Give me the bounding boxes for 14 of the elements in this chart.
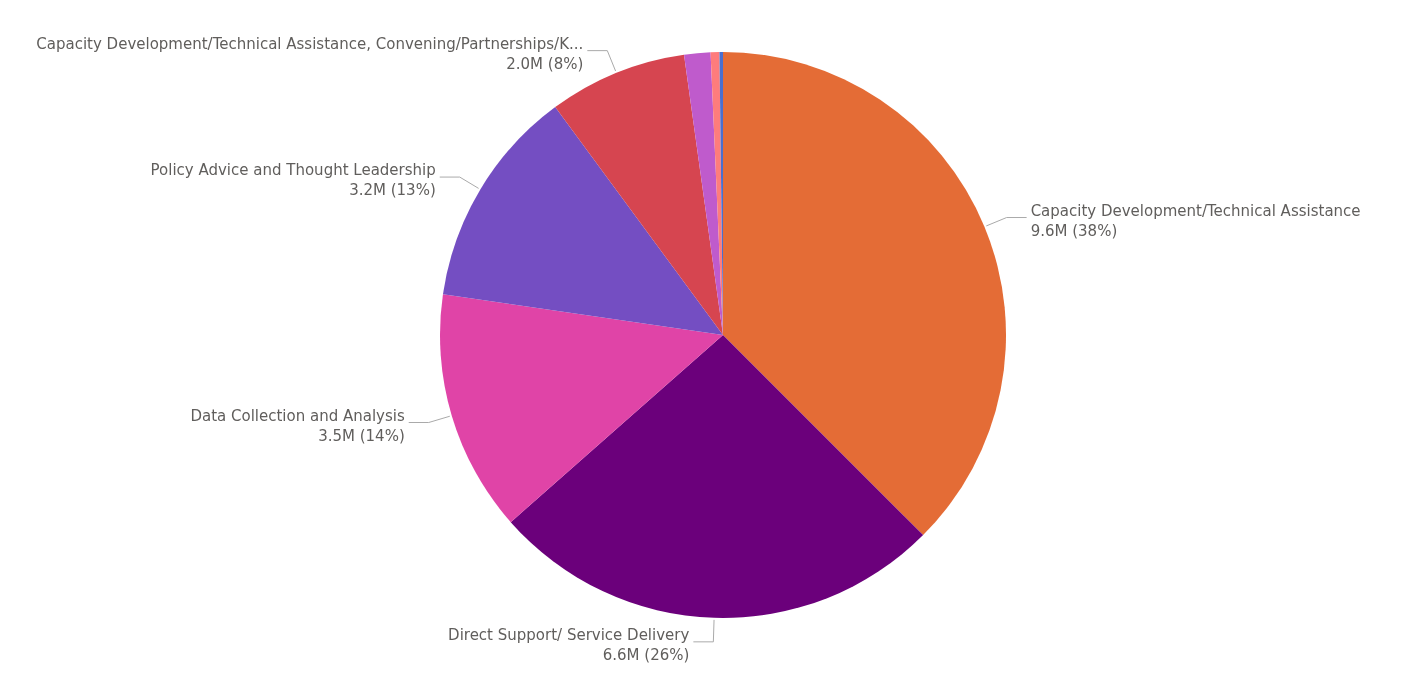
pie-slice: [442, 107, 723, 335]
data-label: 2.0M (8%): [506, 54, 584, 73]
pie-slice: [510, 335, 924, 618]
data-label: 9.6M (38%): [1030, 221, 1118, 240]
slice-label: Policy Advice and Thought Leadership: [150, 161, 436, 180]
data-label: 6.6M (26%): [602, 645, 690, 664]
slice-label: Capacity Development/Technical Assistance: [1030, 201, 1361, 220]
data-label: 3.5M (14%): [318, 426, 405, 445]
pie-slice: [440, 294, 723, 523]
data-label: 3.2M (13%): [349, 181, 436, 200]
pie-slice: [723, 52, 1006, 536]
slice-label: Data Collection and Analysis: [190, 406, 405, 425]
slice-label: Capacity Development/Technical Assistance, Convening/Partnerships/K...: [36, 34, 584, 53]
slice-label: Direct Support/ Service Delivery: [448, 625, 690, 644]
